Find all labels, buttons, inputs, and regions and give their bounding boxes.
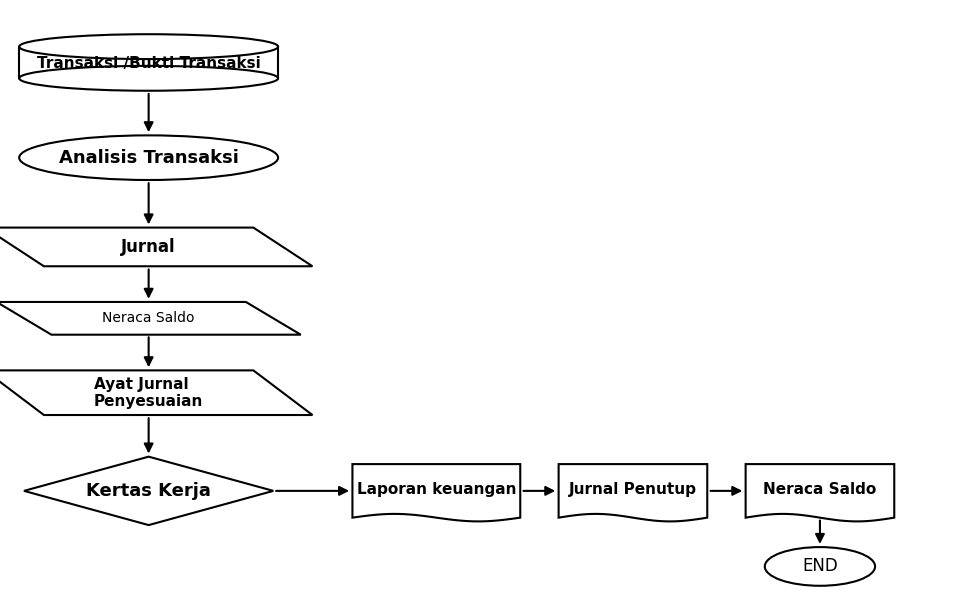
- Text: Analisis Transaksi: Analisis Transaksi: [58, 149, 239, 167]
- Text: Laporan keuangan: Laporan keuangan: [357, 483, 516, 497]
- Bar: [19, 46, 278, 79]
- Ellipse shape: [19, 34, 278, 59]
- Polygon shape: [559, 464, 708, 521]
- Polygon shape: [24, 457, 273, 525]
- Ellipse shape: [764, 547, 876, 585]
- Polygon shape: [353, 464, 520, 521]
- Text: Neraca Saldo: Neraca Saldo: [763, 483, 877, 497]
- Text: Jurnal: Jurnal: [122, 238, 175, 256]
- Text: Neraca Saldo: Neraca Saldo: [103, 311, 195, 325]
- Text: Kertas Kerja: Kertas Kerja: [86, 482, 211, 500]
- Polygon shape: [0, 228, 313, 266]
- Text: Transaksi /Bukti Transaksi: Transaksi /Bukti Transaksi: [36, 56, 261, 71]
- Ellipse shape: [19, 135, 278, 180]
- Polygon shape: [0, 370, 313, 415]
- Polygon shape: [746, 464, 895, 521]
- Polygon shape: [0, 302, 301, 334]
- Text: Ayat Jurnal
Penyesuaian: Ayat Jurnal Penyesuaian: [94, 377, 203, 409]
- Ellipse shape: [19, 66, 278, 90]
- Text: END: END: [802, 558, 838, 575]
- Text: Jurnal Penutup: Jurnal Penutup: [569, 483, 697, 497]
